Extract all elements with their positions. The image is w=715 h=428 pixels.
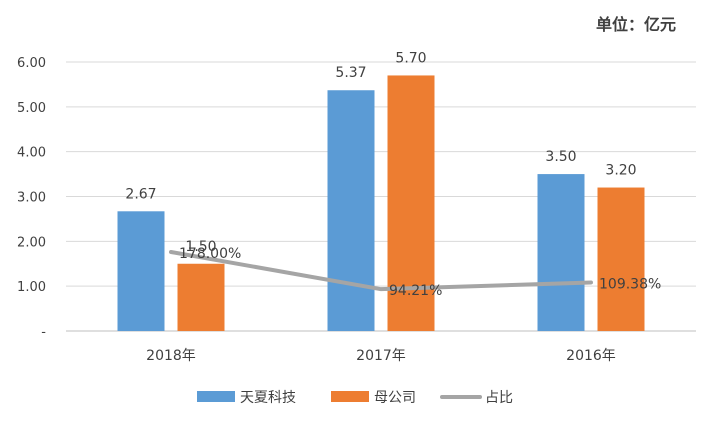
ratio-value-label: 94.21%	[389, 283, 442, 299]
bar-tianxia-1	[327, 90, 375, 332]
x-axis: 2018年 2017年 2016年	[146, 348, 616, 364]
bar-value-label: 5.37	[335, 65, 366, 81]
bar-series	[117, 75, 645, 332]
legend-label: 母公司	[374, 390, 416, 406]
x-tick-label: 2017年	[356, 348, 406, 364]
bar-value-label: 3.50	[545, 149, 576, 165]
y-axis: 6.00 5.00 4.00 3.00 2.00 1.00 -	[17, 56, 46, 340]
legend: 天夏科技 母公司 占比	[197, 390, 513, 406]
y-tick-label: 2.00	[17, 235, 46, 250]
bar-parent-2	[597, 187, 645, 331]
y-tick-label: 4.00	[17, 146, 46, 161]
line-series	[169, 249, 593, 292]
unit-label: 单位：亿元	[596, 15, 676, 34]
y-tick-label: 3.00	[17, 191, 46, 206]
bar-value-label: 2.67	[125, 186, 156, 202]
bar-parent-0	[177, 263, 225, 331]
bar-value-label: 1.50	[185, 239, 216, 255]
x-tick-label: 2018年	[146, 348, 196, 364]
y-tick-label: -	[41, 325, 46, 340]
legend-label: 占比	[485, 390, 513, 406]
y-tick-label: 5.00	[17, 101, 46, 116]
bar-value-label: 5.70	[395, 50, 426, 66]
gridlines	[66, 61, 696, 332]
y-tick-label: 6.00	[17, 56, 46, 71]
y-tick-label: 1.00	[17, 280, 46, 295]
legend-swatch	[331, 391, 369, 402]
data-labels: 2.67 1.50 5.37 5.70 3.50 3.20 178.00% 94.21% 109…	[125, 50, 661, 299]
ratio-line	[169, 249, 593, 292]
bar-value-label: 3.20	[605, 163, 636, 179]
bar-tianxia-2	[537, 174, 585, 331]
bar-tianxia-0	[117, 211, 165, 331]
x-tick-label: 2016年	[566, 348, 616, 364]
legend-swatch	[197, 391, 235, 402]
ratio-value-label: 109.38%	[599, 276, 661, 292]
legend-label: 天夏科技	[240, 390, 296, 406]
ratio-value-label: 178.00%	[179, 246, 241, 262]
